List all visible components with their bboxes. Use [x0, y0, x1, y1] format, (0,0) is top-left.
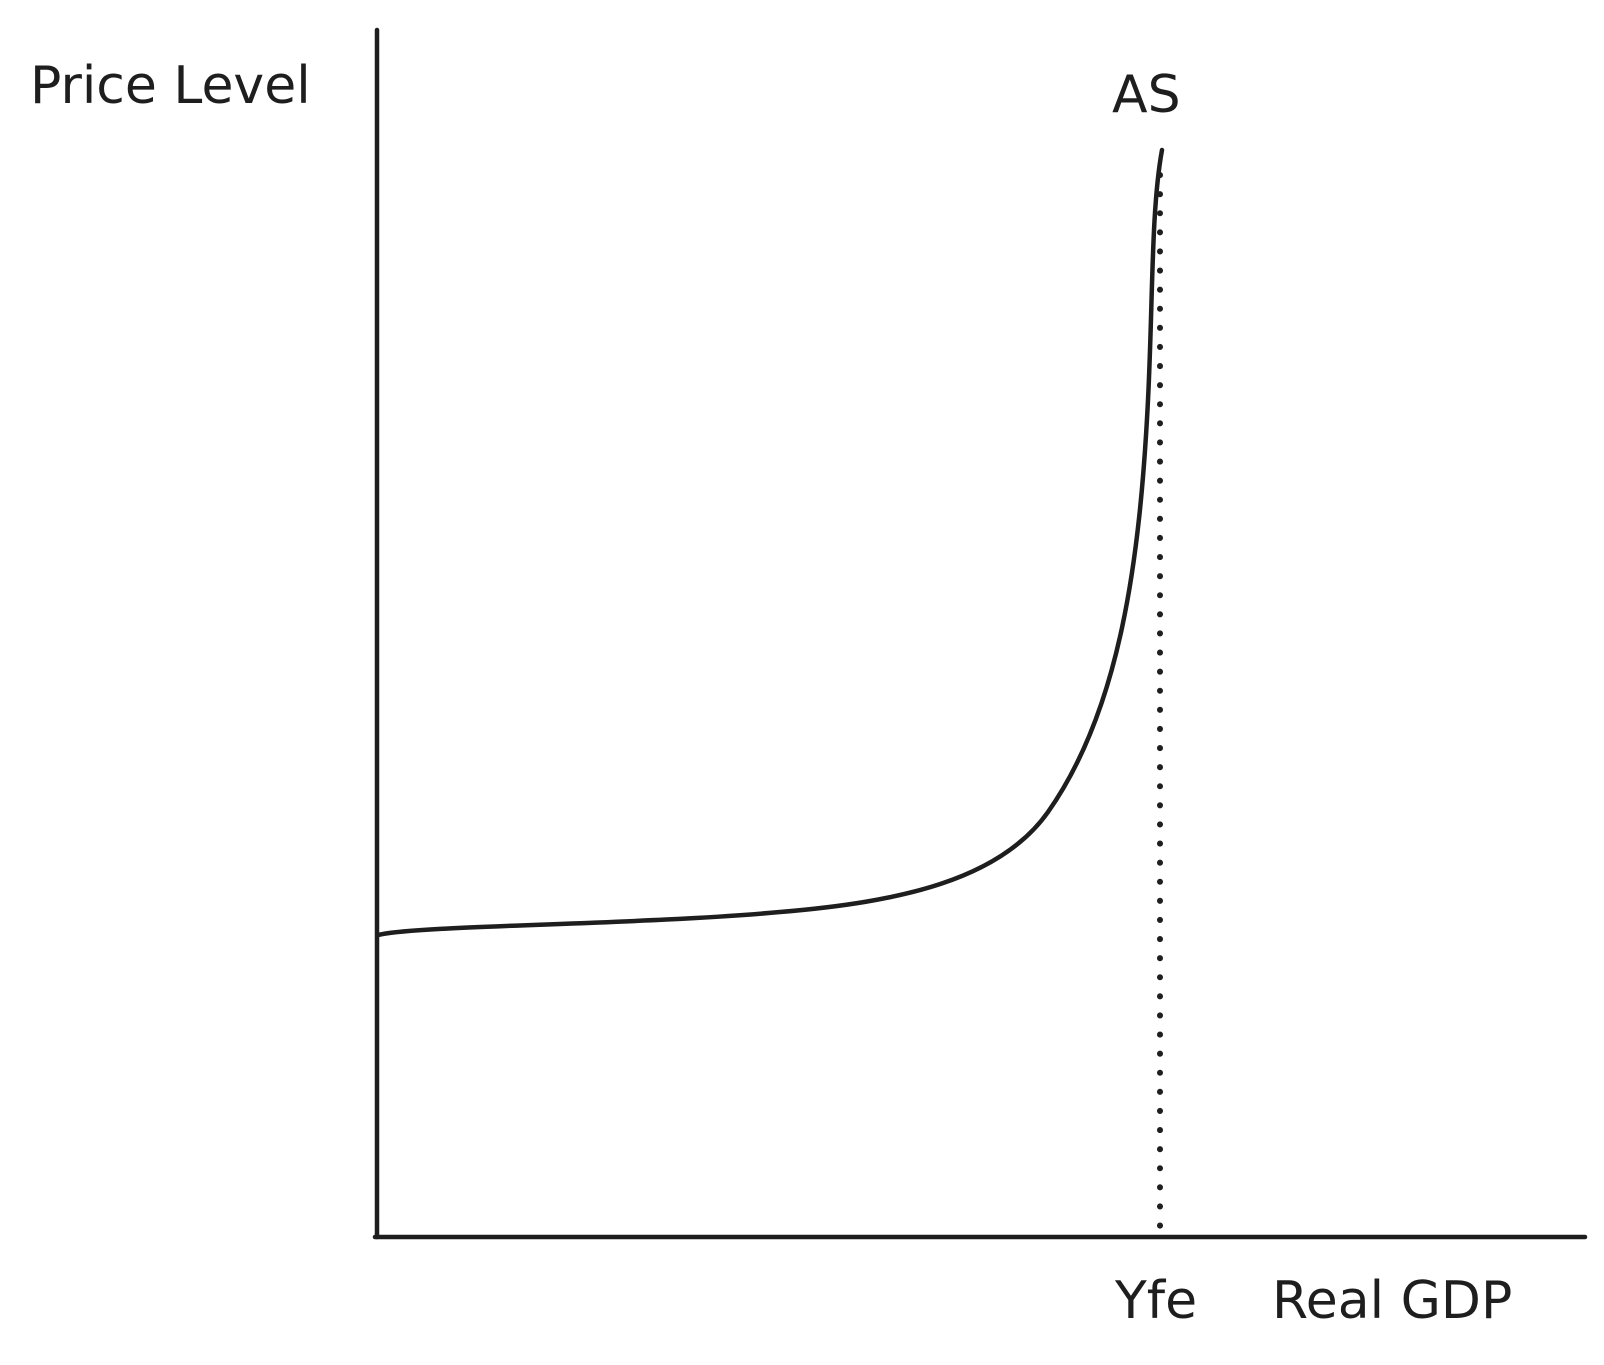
x-axis-label: Real GDP — [1272, 1271, 1512, 1331]
as-curve — [375, 147, 1165, 938]
yfe-label: Yfe — [1114, 1271, 1197, 1331]
as-curve-label: AS — [1112, 65, 1181, 125]
y-axis-label: Price Level — [30, 56, 311, 116]
